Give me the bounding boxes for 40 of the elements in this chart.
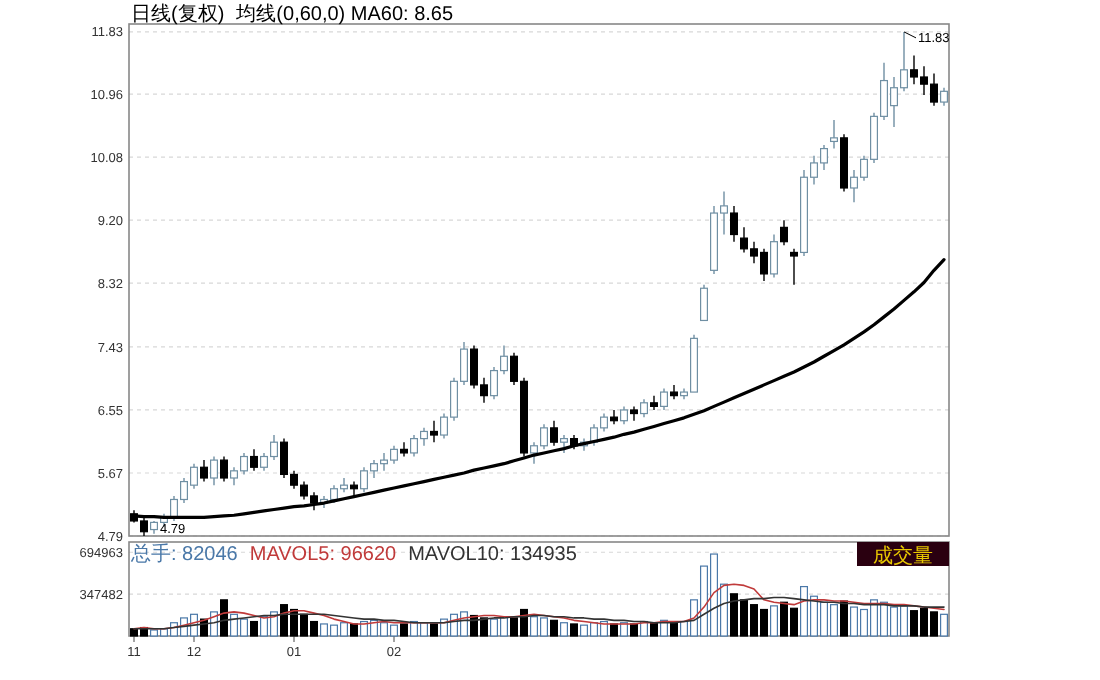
- bar: [400, 623, 408, 637]
- annotation: 成交量: [873, 544, 933, 568]
- candlestick: [200, 459, 208, 483]
- text: MAVOL10: 134935: [408, 544, 578, 566]
- candlestick: [780, 219, 788, 246]
- candlestick: [630, 405, 638, 422]
- bar: [840, 600, 848, 637]
- text: MAVOL5: 96620: [249, 544, 398, 566]
- bar: [550, 619, 558, 637]
- candlestick: [660, 387, 668, 411]
- bar: [250, 620, 258, 637]
- candlestick: [650, 394, 658, 411]
- bar: [350, 623, 358, 637]
- candlestick: [400, 441, 408, 458]
- bar: [430, 623, 438, 637]
- text: 均线(0,60,0) MA60: 8.65: [234, 2, 454, 26]
- button: 成交量: [857, 542, 949, 568]
- candlestick: [210, 455, 218, 486]
- chart-title: 日线(复权): [131, 2, 225, 26]
- candlestick: [610, 409, 618, 425]
- candlestick: [770, 233, 778, 279]
- candlestick: [670, 384, 678, 400]
- bar: [650, 622, 658, 637]
- candlestick: [790, 248, 798, 286]
- candlestick: [430, 420, 438, 443]
- candlestick: [550, 420, 558, 447]
- bar: [560, 622, 568, 637]
- bar: [610, 623, 618, 637]
- bar: [770, 605, 778, 637]
- line-series: [133, 596, 945, 630]
- candlestick: [730, 205, 738, 243]
- candlestick: [220, 455, 228, 483]
- candlestick: [700, 283, 708, 322]
- candlestick: [250, 448, 258, 472]
- bar: [570, 623, 578, 637]
- series-label: 总手: 82046: [129, 542, 239, 566]
- bar: [630, 623, 638, 637]
- candlestick: [830, 119, 838, 150]
- bar: [940, 613, 948, 637]
- bar: [670, 622, 678, 637]
